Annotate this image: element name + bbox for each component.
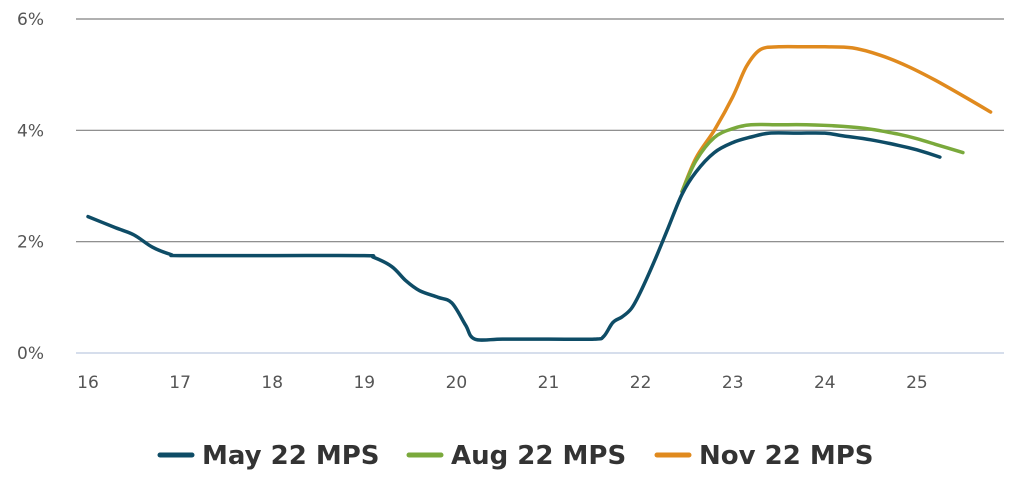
series-line-may-22-mps — [86, 131, 942, 342]
x-tick-label: 22 — [630, 373, 652, 393]
legend: May 22 MPS Aug 22 MPS Nov 22 MPS — [157, 441, 874, 471]
series-line-aug-22-mps — [680, 122, 965, 194]
y-tick-label: 0% — [17, 344, 44, 364]
x-tick-label: 23 — [722, 373, 744, 393]
x-axis-ticks: 16 17 18 19 20 21 22 23 24 25 — [77, 373, 928, 393]
legend-item-nov-22-mps: Nov 22 MPS — [654, 441, 874, 471]
legend-label: Nov 22 MPS — [699, 441, 874, 471]
x-tick-label: 25 — [906, 373, 928, 393]
legend-item-aug-22-mps: Aug 22 MPS — [406, 441, 626, 471]
x-tick-label: 24 — [814, 373, 836, 393]
y-tick-label: 6% — [17, 10, 44, 30]
x-tick-label: 21 — [538, 373, 560, 393]
legend-item-may-22-mps: May 22 MPS — [157, 441, 380, 471]
y-tick-label: 4% — [17, 121, 44, 141]
legend-label: May 22 MPS — [202, 441, 380, 471]
x-tick-label: 16 — [77, 373, 99, 393]
y-axis-ticks: 0% 2% 4% 6% — [17, 10, 44, 364]
y-tick-label: 2% — [17, 233, 44, 253]
series-layer — [86, 44, 993, 342]
x-tick-label: 20 — [446, 373, 468, 393]
x-tick-label: 18 — [261, 373, 283, 393]
x-tick-label: 17 — [169, 373, 191, 393]
x-tick-label: 19 — [353, 373, 375, 393]
grid-layer — [76, 18, 1004, 354]
series-line-nov-22-mps — [680, 44, 993, 194]
legend-label: Aug 22 MPS — [451, 441, 626, 471]
